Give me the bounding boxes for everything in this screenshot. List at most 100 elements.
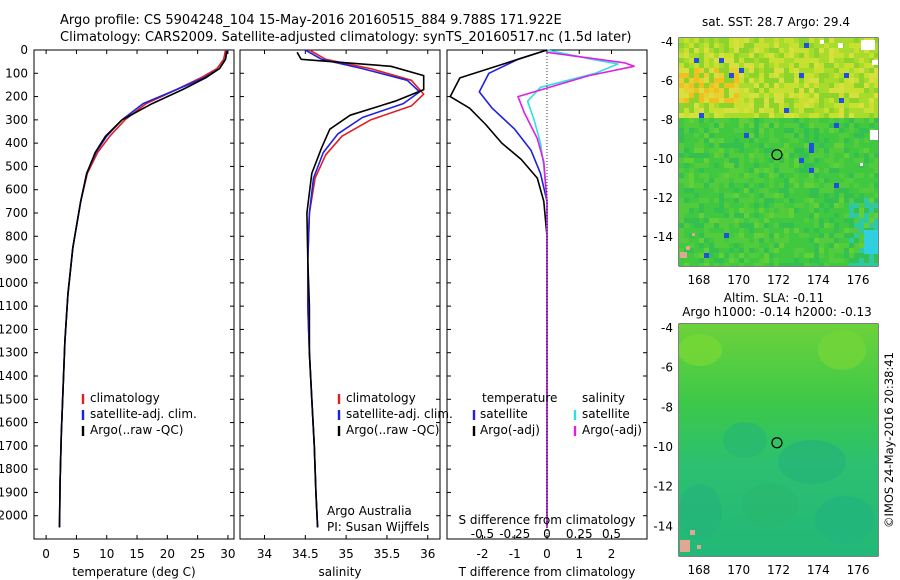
sst-cell [799, 263, 804, 266]
map-ytick-label: -10 [653, 440, 673, 454]
sst-cell [809, 48, 814, 53]
sst-cell [699, 218, 704, 223]
sst-cell [764, 118, 769, 123]
sst-cell [734, 108, 739, 113]
sst-cell [794, 243, 799, 248]
salinity-frame [239, 49, 441, 540]
sst-cell [724, 233, 729, 238]
sst-cell [704, 38, 709, 43]
sst-cell [854, 168, 859, 173]
sst-cell [829, 133, 834, 138]
legend-label: satellite [582, 407, 630, 421]
sst-cell [704, 73, 709, 78]
sst-cell [769, 243, 774, 248]
sst-cell [799, 238, 804, 243]
sdiff-tick-label: -0.5 [471, 527, 494, 541]
sst-cell [804, 263, 809, 266]
sst-cell [724, 163, 729, 168]
sst-cell [834, 213, 839, 218]
sst-cell [764, 93, 769, 98]
sst-cell [829, 88, 834, 93]
sst-cell [819, 73, 824, 78]
sst-cell [779, 158, 784, 163]
sst-cell [804, 198, 809, 203]
sst-cell [679, 228, 684, 233]
sst-cell [789, 263, 794, 266]
sst-cell [719, 73, 724, 78]
sst-cell [744, 143, 749, 148]
sst-cell [854, 203, 859, 208]
sst-cell [814, 183, 819, 188]
sst-cell [754, 168, 759, 173]
sdiff-tick-label: -0.25 [499, 527, 530, 541]
sst-cell [829, 153, 834, 158]
sst-cell [839, 163, 844, 168]
sst-cell [809, 88, 814, 93]
sst-cell [829, 68, 834, 73]
sst-cell [824, 208, 829, 213]
sst-cell [694, 253, 699, 258]
sst-cell [839, 223, 844, 228]
sst-cell [679, 178, 684, 183]
sst-cell [854, 193, 859, 198]
sst-cell [734, 148, 739, 153]
sst-cell [874, 213, 878, 218]
sst-cell [834, 123, 839, 128]
sst-cell [764, 83, 769, 88]
sst-cell [709, 43, 714, 48]
sst-cell [699, 248, 704, 253]
sst-cell [779, 108, 784, 113]
sst-cell [769, 158, 774, 163]
sst-cell [694, 203, 699, 208]
sst-cell [749, 163, 754, 168]
sst-cell [829, 168, 834, 173]
sst-cell [699, 88, 704, 93]
legend-label: Argo(..raw -QC) [90, 423, 183, 437]
sst-cell [794, 103, 799, 108]
sst-cell [804, 43, 809, 48]
sst-cell [739, 83, 744, 88]
sst-cell [739, 168, 744, 173]
sst-cell [799, 73, 804, 78]
sst-cell [749, 208, 754, 213]
map-ytick-label: -8 [661, 400, 673, 414]
sst-cell [739, 258, 744, 263]
sst-cell [834, 113, 839, 118]
sst-cell [704, 128, 709, 133]
sst-cell [849, 183, 854, 188]
sst-cell [729, 168, 734, 173]
salinity-xtick-label: 35.5 [374, 547, 401, 561]
sst-cell [764, 123, 769, 128]
sst-cell [859, 228, 864, 233]
sst-cell [764, 243, 769, 248]
sst-cell [689, 158, 694, 163]
sst-cell [814, 103, 819, 108]
sst-cell [729, 123, 734, 128]
sst-cell [749, 183, 754, 188]
sst-cell [839, 248, 844, 253]
sst-cell [794, 233, 799, 238]
sst-cell [854, 128, 859, 133]
sst-cell [794, 228, 799, 233]
depth-tick-label: 1000 [0, 276, 28, 290]
sst-cell [869, 143, 874, 148]
sst-cell [789, 118, 794, 123]
sst-cell [769, 258, 774, 263]
sst-cell [694, 108, 699, 113]
sst-cell [724, 213, 729, 218]
sst-cell [764, 178, 769, 183]
sst-cell [734, 128, 739, 133]
sst-cell [684, 143, 689, 148]
sst-cell [729, 208, 734, 213]
sst-cell [794, 168, 799, 173]
sst-cell [744, 63, 749, 68]
sst-cell [814, 188, 819, 193]
land-patch [680, 540, 690, 552]
sst-cell [839, 53, 844, 58]
sst-cell [729, 48, 734, 53]
sst-cell [839, 38, 844, 43]
profile-location-marker [771, 437, 783, 449]
sst-cell [704, 243, 709, 248]
sst-cell [789, 178, 794, 183]
sst-cell [724, 263, 729, 266]
